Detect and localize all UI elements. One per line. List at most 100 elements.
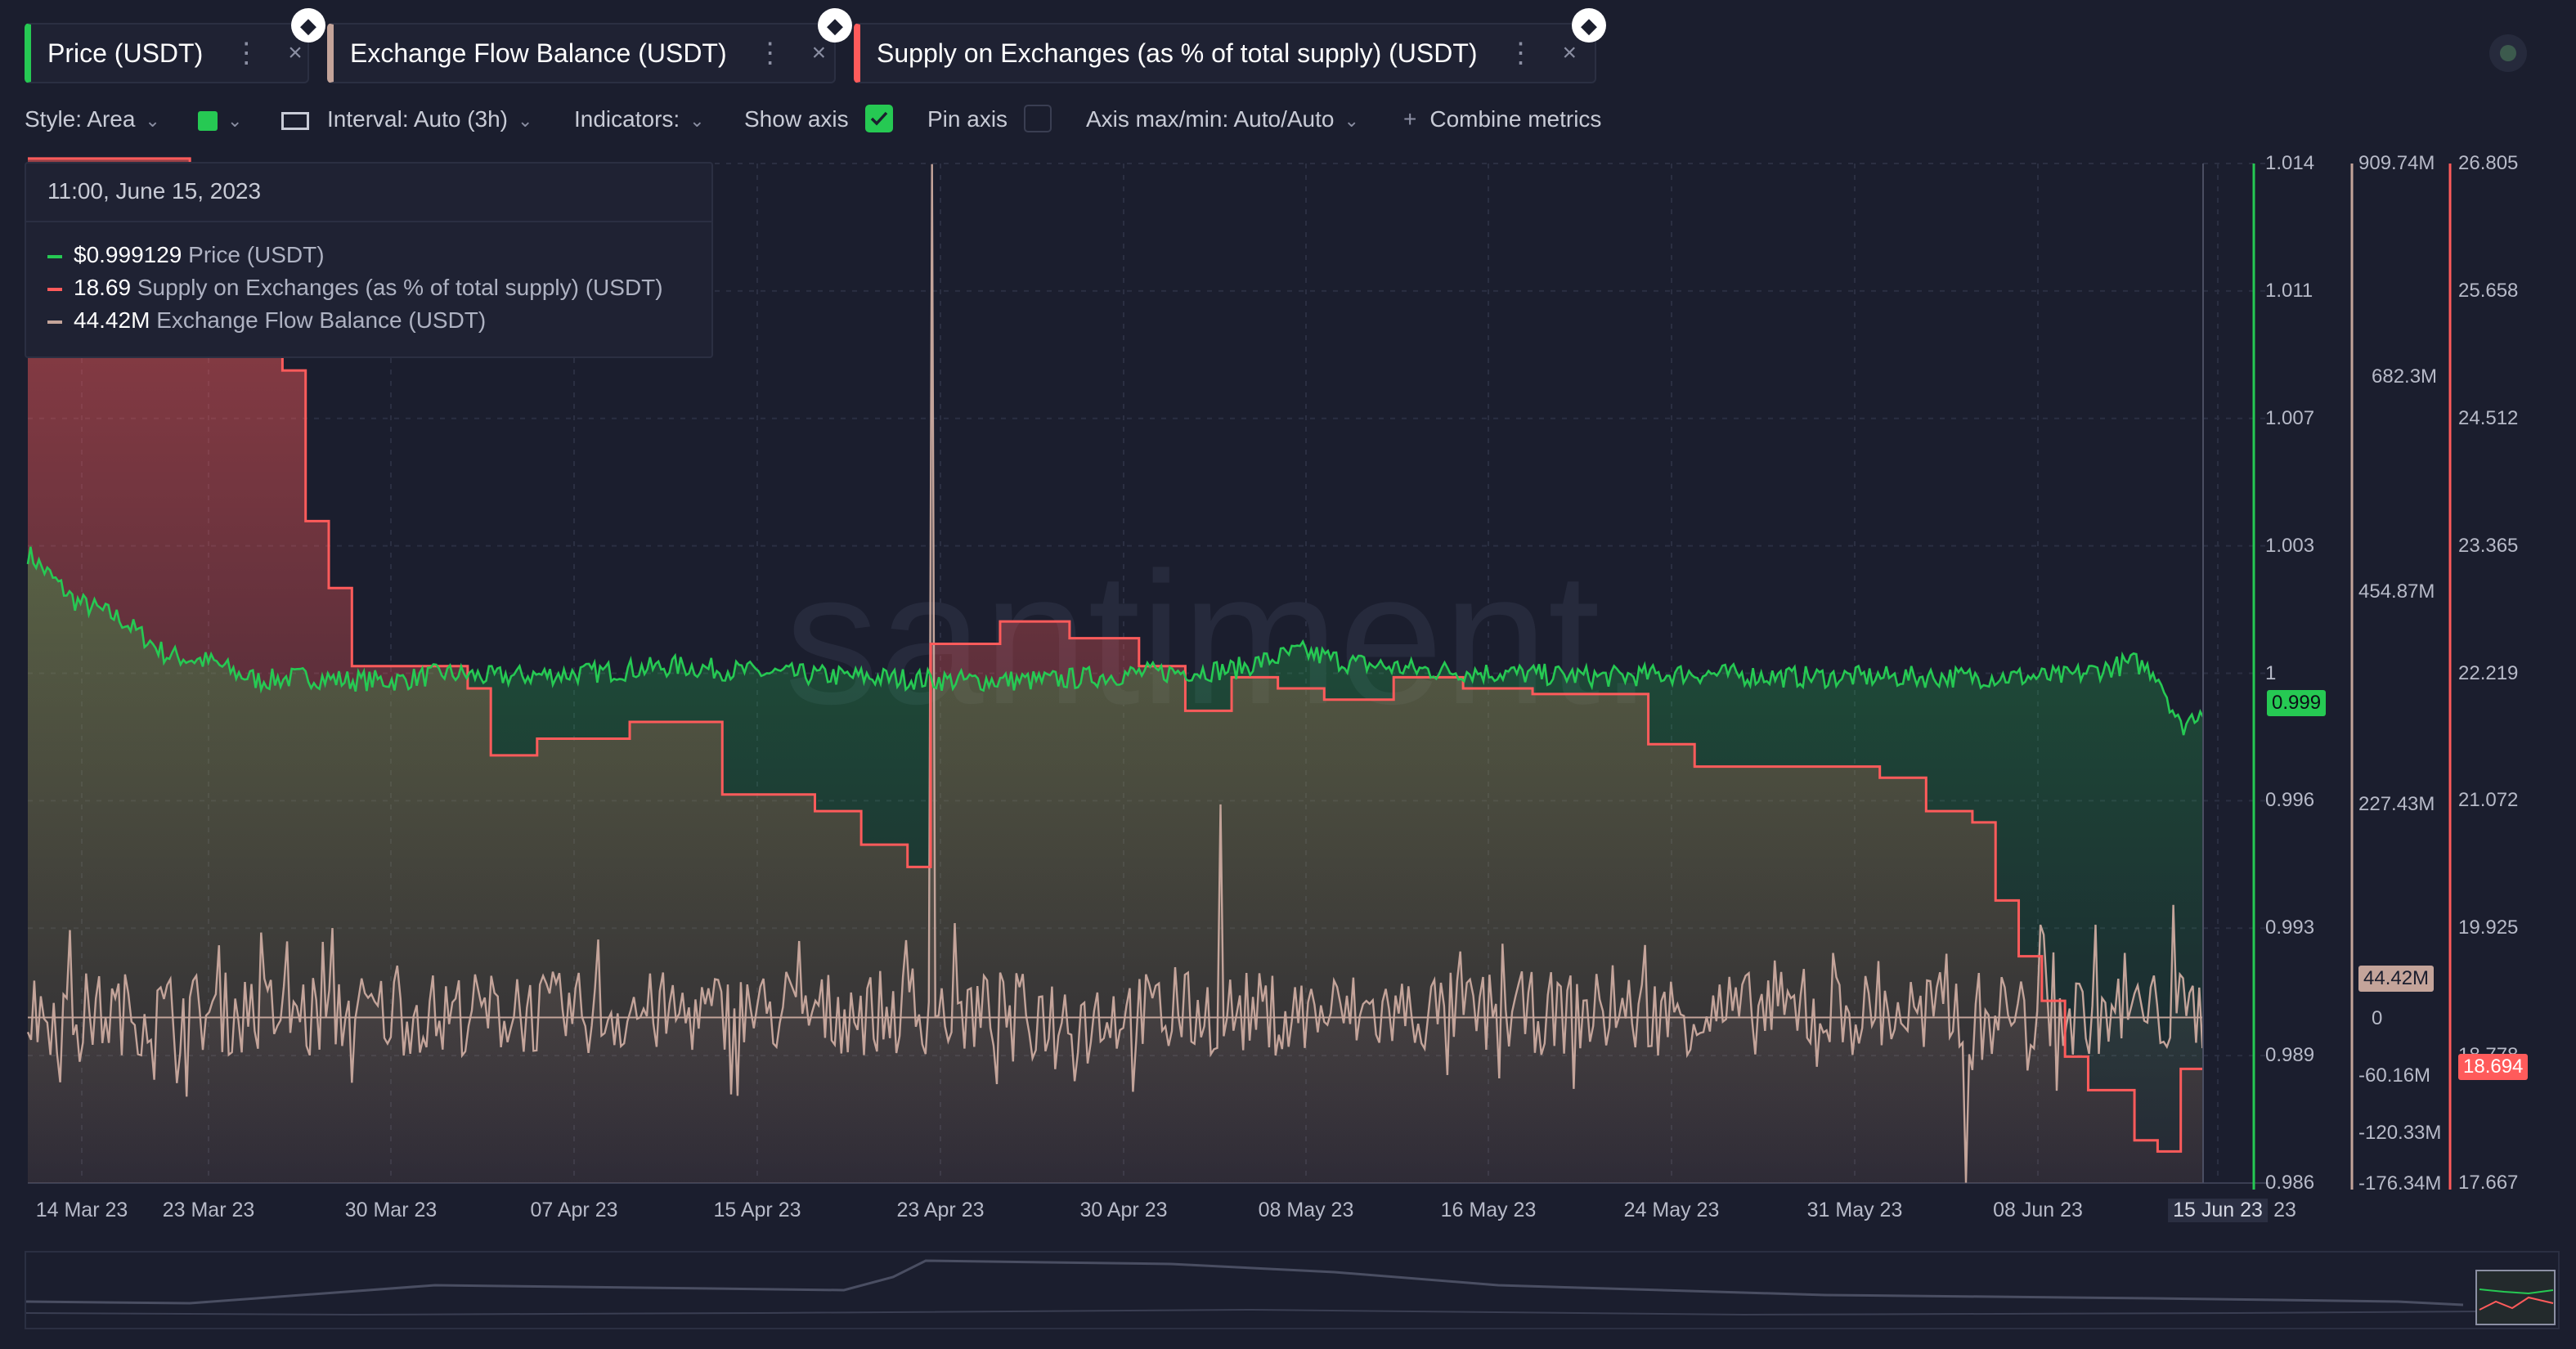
close-icon[interactable]: ×: [1562, 39, 1577, 66]
navigator-handle[interactable]: [2475, 1270, 2556, 1325]
tab-menu-icon[interactable]: ⋮: [1506, 38, 1535, 69]
axis-maxmin-dropdown[interactable]: Axis max/min: Auto/Auto ⌄: [1086, 106, 1359, 132]
indicators-dropdown[interactable]: Indicators: ⌄: [574, 106, 705, 132]
price-axis-tick: 0.993: [2265, 917, 2315, 939]
range-navigator[interactable]: [25, 1251, 2560, 1329]
supply-axis-tick: 26.805: [2458, 152, 2519, 174]
price-line: [26, 546, 2205, 736]
ruler-icon: [281, 111, 309, 130]
tab-supply-on-exchanges[interactable]: Supply on Exchanges (as % of total suppl…: [854, 23, 1596, 83]
navigator-sparkline: [25, 1259, 2556, 1325]
x-axis-tick: 31 May 23: [1806, 1199, 1903, 1221]
price-axis-tick: 0.986: [2265, 1172, 2315, 1194]
tooltip-label: Price (USDT): [188, 242, 325, 267]
flow-line: [26, 164, 2204, 1183]
ethereum-icon: ◆: [291, 8, 325, 43]
tooltip-label: Exchange Flow Balance (USDT): [156, 307, 487, 333]
show-axis-label: Show axis: [744, 106, 849, 132]
supply-current-badge: 18.694: [2458, 1053, 2529, 1080]
style-dropdown[interactable]: Style: Area ⌄: [25, 106, 160, 132]
chart-tooltip: 11:00, June 15, 2023 $0.999129 Price (US…: [25, 162, 713, 358]
chevron-down-icon: ⌄: [1344, 110, 1359, 131]
flow-axis-tick: 227.43M: [2358, 793, 2435, 815]
indicators-label: Indicators:: [574, 106, 680, 132]
x-axis-tick: 07 Apr 23: [530, 1199, 618, 1221]
tab-supply-label: Supply on Exchanges (as % of total suppl…: [877, 38, 1478, 68]
pin-axis-checkbox[interactable]: [1024, 105, 1052, 132]
price-axis-tick: 1.014: [2265, 152, 2315, 174]
plus-icon: +: [1403, 106, 1417, 132]
chevron-down-icon: ⌄: [227, 110, 243, 131]
x-axis-tick: 15 Jun 23: [2168, 1199, 2268, 1222]
x-axis-tick: 08 Jun 23: [1993, 1199, 2083, 1221]
supply-axis-tick: 19.925: [2458, 917, 2519, 939]
axis-maxmin-label: Axis max/min: Auto/Auto: [1086, 106, 1335, 132]
combine-metrics-label: Combine metrics: [1429, 106, 1602, 132]
chevron-down-icon: ⌄: [689, 110, 705, 131]
ethereum-icon: ◆: [1572, 8, 1606, 43]
color-picker[interactable]: ⌄: [198, 106, 242, 132]
show-axis-checkbox[interactable]: [865, 105, 893, 132]
tooltip-value: 18.69: [74, 275, 132, 300]
interval-label: Interval: Auto (3h): [327, 106, 509, 132]
tab-exchange-flow[interactable]: Exchange Flow Balance (USDT) ⋮ ×: [327, 23, 836, 83]
x-axis-tick: 23: [2273, 1199, 2296, 1221]
supply-axis-tick: 24.512: [2458, 406, 2519, 429]
x-axis-tick: 24 May 23: [1623, 1199, 1720, 1221]
legend-swatch: [47, 254, 62, 258]
price-current-badge: 0.999: [2267, 690, 2327, 717]
x-axis-tick: 08 May 23: [1258, 1199, 1354, 1221]
tooltip-row-price: $0.999129 Price (USDT): [47, 242, 325, 268]
tab-exchange-flow-label: Exchange Flow Balance (USDT): [350, 38, 727, 68]
combine-metrics-button[interactable]: + Combine metrics: [1403, 106, 1601, 132]
x-axis-tick: 16 May 23: [1440, 1199, 1537, 1221]
price-axis-tick: 0.989: [2265, 1044, 2315, 1067]
price-axis-tick: 1.011: [2265, 279, 2313, 302]
flow-axis-tick: -176.34M: [2358, 1172, 2442, 1194]
interval-dropdown[interactable]: Interval: Auto (3h) ⌄: [281, 106, 532, 132]
x-axis-tick: 23 Apr 23: [896, 1199, 985, 1221]
chevron-down-icon: ⌄: [145, 110, 160, 131]
price-axis-tick: 1.003: [2265, 534, 2315, 557]
ethereum-icon: ◆: [818, 8, 852, 43]
flow-area: [28, 164, 2204, 1183]
tab-menu-icon[interactable]: ⋮: [232, 38, 260, 69]
flow-current-badge: 44.42M: [2358, 965, 2435, 992]
flow-axis-tick: -60.16M: [2358, 1064, 2431, 1087]
price-axis-tick: 0.996: [2265, 789, 2315, 812]
status-dot-button[interactable]: [2489, 34, 2527, 72]
x-axis-tick: 30 Mar 23: [344, 1199, 438, 1221]
tab-menu-icon[interactable]: ⋮: [756, 38, 784, 69]
price-axis-tick: 1: [2265, 661, 2277, 684]
supply-axis-tick: 25.658: [2458, 279, 2519, 302]
x-axis-tick: 30 Apr 23: [1079, 1199, 1168, 1221]
tooltip-value: $0.999129: [74, 242, 182, 267]
close-icon[interactable]: ×: [288, 39, 303, 66]
legend-swatch: [47, 320, 62, 324]
style-label: Style: Area: [25, 106, 136, 132]
tab-price-label: Price (USDT): [47, 38, 204, 68]
price-axis-tick: 1.007: [2265, 406, 2315, 429]
flow-axis-tick: -120.33M: [2358, 1122, 2442, 1144]
tooltip-date: 11:00, June 15, 2023: [26, 164, 711, 222]
chevron-down-icon: ⌄: [518, 110, 533, 131]
legend-swatch: [47, 287, 62, 291]
flow-axis-tick: 909.74M: [2358, 152, 2435, 174]
supply-axis-tick: 17.667: [2458, 1172, 2519, 1194]
tooltip-value: 44.42M: [74, 307, 150, 333]
checkmark-icon: [870, 111, 888, 126]
tooltip-label: Supply on Exchanges (as % of total suppl…: [137, 275, 663, 300]
flow-axis-tick: 454.87M: [2358, 580, 2435, 603]
supply-line: [28, 157, 2204, 1153]
flow-axis-tick: 682.3M: [2372, 365, 2438, 388]
tab-price[interactable]: Price (USDT) ⋮ ×: [25, 23, 309, 83]
supply-axis-tick: 23.365: [2458, 534, 2519, 557]
supply-axis-tick: 21.072: [2458, 789, 2519, 812]
tooltip-row-flow: 44.42M Exchange Flow Balance (USDT): [47, 307, 486, 334]
x-axis-tick: 23 Mar 23: [162, 1199, 255, 1221]
tooltip-row-supply: 18.69 Supply on Exchanges (as % of total…: [47, 275, 663, 301]
close-icon[interactable]: ×: [811, 39, 827, 66]
color-swatch: [198, 110, 218, 131]
supply-axis-tick: 22.219: [2458, 661, 2519, 684]
